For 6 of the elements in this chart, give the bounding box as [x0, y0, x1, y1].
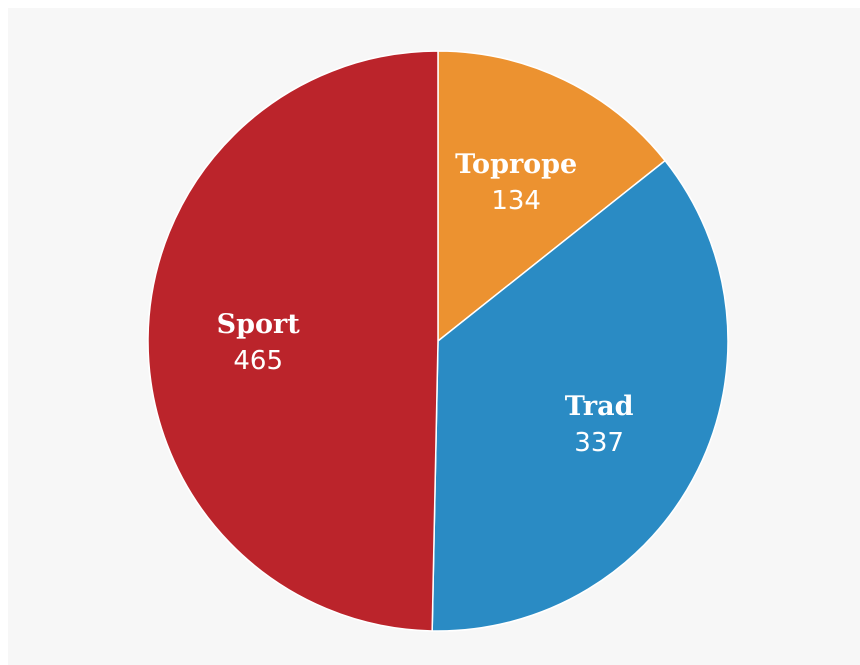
- slice-label: Trad: [564, 390, 634, 422]
- data-label: 337: [574, 428, 624, 458]
- data-label: 134: [491, 186, 541, 216]
- slice-label: Sport: [216, 309, 300, 340]
- data-label: 465: [233, 346, 284, 376]
- slice-label: Toprope: [455, 149, 578, 180]
